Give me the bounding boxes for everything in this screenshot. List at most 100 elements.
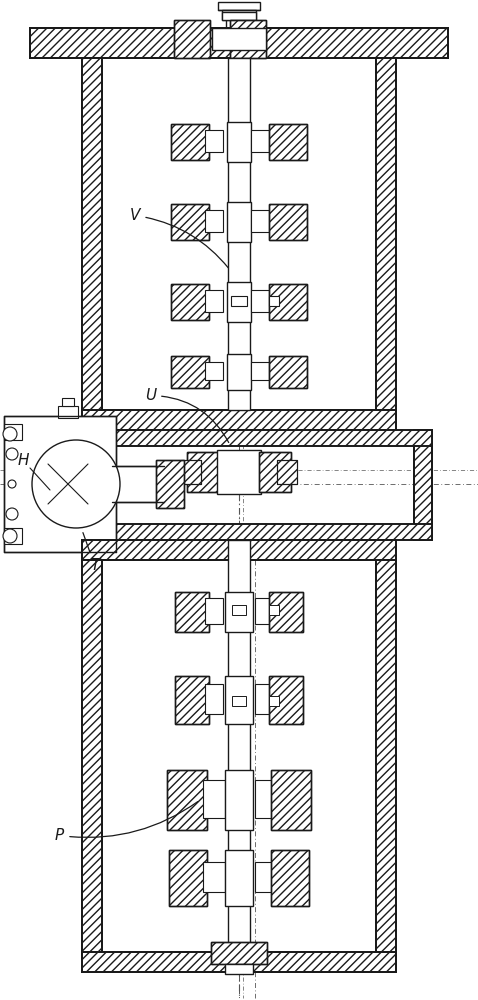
Bar — [46, 524, 432, 540]
Bar — [46, 524, 432, 540]
Bar — [251, 362, 269, 380]
Bar — [271, 770, 311, 830]
Bar — [205, 290, 223, 312]
Bar — [82, 952, 396, 972]
Bar — [167, 770, 207, 830]
Bar — [212, 28, 266, 50]
Bar — [225, 592, 253, 632]
Bar — [269, 356, 307, 388]
Bar — [82, 58, 102, 430]
Bar — [376, 58, 396, 430]
Bar — [169, 850, 207, 906]
Bar — [269, 356, 307, 388]
Circle shape — [8, 480, 16, 488]
Bar — [48, 464, 88, 504]
Bar — [30, 28, 448, 58]
Bar — [169, 850, 207, 906]
Bar — [217, 450, 261, 494]
Bar — [231, 296, 247, 306]
Bar — [269, 284, 307, 320]
Circle shape — [3, 529, 17, 543]
Bar — [222, 12, 256, 20]
Bar — [203, 780, 225, 818]
Bar — [171, 284, 209, 320]
Bar — [175, 592, 209, 632]
Bar — [46, 430, 64, 540]
Bar — [269, 296, 279, 306]
Bar — [82, 540, 102, 970]
Bar — [376, 58, 396, 430]
Bar — [226, 20, 252, 30]
Bar — [187, 452, 219, 492]
Text: T: T — [83, 533, 99, 573]
Bar — [255, 684, 273, 714]
Bar — [62, 398, 74, 406]
Bar — [269, 124, 307, 160]
Bar — [277, 460, 297, 484]
Bar — [225, 770, 253, 830]
Bar — [205, 362, 223, 380]
Bar — [175, 676, 209, 724]
Bar — [269, 592, 303, 632]
Bar — [227, 202, 251, 242]
Bar — [171, 356, 209, 388]
Bar — [269, 204, 307, 240]
Bar — [4, 528, 22, 544]
Bar — [82, 540, 102, 970]
Bar — [269, 676, 303, 724]
Bar — [269, 605, 279, 615]
Bar — [227, 354, 251, 390]
Bar — [230, 20, 266, 58]
Bar — [251, 130, 269, 152]
Bar — [156, 460, 184, 508]
Bar — [222, 10, 256, 20]
Bar — [251, 290, 269, 312]
Bar — [82, 540, 396, 560]
Bar — [232, 696, 246, 706]
Bar — [203, 862, 225, 892]
Bar — [227, 282, 251, 322]
Bar — [175, 592, 209, 632]
Bar — [259, 452, 291, 492]
Bar — [225, 964, 253, 974]
Bar — [46, 430, 432, 446]
Bar — [228, 540, 250, 952]
Bar — [171, 204, 209, 240]
Bar — [277, 460, 297, 484]
Bar — [205, 684, 223, 714]
Bar — [376, 540, 396, 970]
Bar — [175, 676, 209, 724]
Text: U: U — [145, 388, 228, 443]
Bar — [269, 676, 303, 724]
Bar — [225, 850, 253, 906]
Circle shape — [6, 508, 18, 520]
Bar — [171, 124, 209, 160]
Bar — [211, 942, 267, 964]
Bar — [251, 210, 269, 232]
Bar — [255, 780, 277, 818]
Bar — [4, 416, 116, 552]
Bar — [82, 410, 396, 430]
Bar — [255, 862, 277, 892]
Bar — [187, 452, 219, 492]
Bar — [112, 466, 164, 502]
Bar — [414, 430, 432, 540]
Bar — [269, 124, 307, 160]
Bar — [414, 430, 432, 540]
Bar — [218, 2, 260, 10]
Bar — [171, 124, 209, 160]
Circle shape — [32, 440, 120, 528]
Bar — [82, 58, 102, 430]
Text: H: H — [18, 453, 30, 468]
Bar — [230, 20, 266, 58]
Bar — [376, 540, 396, 970]
Circle shape — [6, 448, 18, 460]
Bar — [174, 20, 210, 58]
Bar — [58, 406, 78, 418]
Bar — [4, 424, 22, 440]
Bar — [82, 410, 396, 430]
Bar — [225, 676, 253, 724]
Bar — [269, 284, 307, 320]
Bar — [259, 452, 291, 492]
Bar — [171, 204, 209, 240]
